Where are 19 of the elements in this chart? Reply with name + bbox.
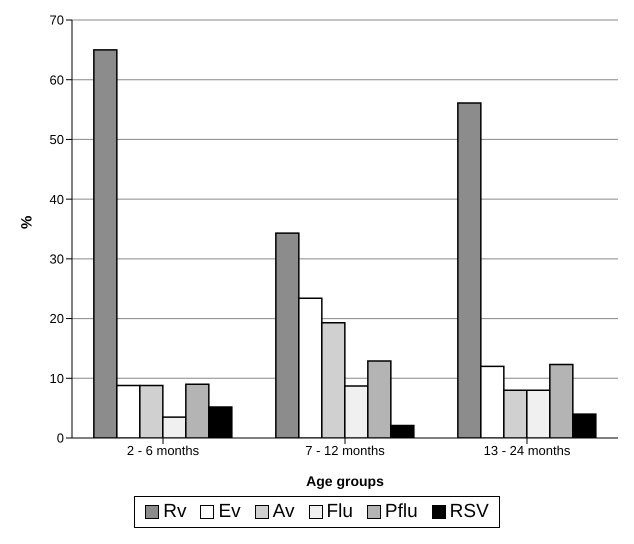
- y-tick-label: 40: [50, 192, 64, 207]
- y-tick-label: 50: [50, 132, 64, 148]
- legend-label: RSV: [450, 501, 489, 523]
- y-tick-label: 30: [50, 251, 64, 266]
- y-tick-label: 10: [50, 370, 64, 386]
- legend-label: Rv: [163, 501, 186, 523]
- x-tick-label: 7 - 12 months: [305, 443, 386, 458]
- legend-label: Ev: [218, 501, 241, 523]
- legend-label: Av: [272, 501, 295, 523]
- x-axis-title: Age groups: [306, 473, 384, 489]
- y-tick-label: 0: [56, 430, 64, 446]
- x-tick-label: 13 - 24 months: [484, 443, 571, 458]
- y-tick-label: 70: [50, 12, 64, 28]
- legend-label: Flu: [326, 501, 353, 523]
- legend-label: Pflu: [384, 501, 418, 523]
- y-tick-label: 20: [50, 311, 64, 326]
- y-tick-label: 60: [50, 72, 64, 88]
- y-axis-title: %: [18, 216, 36, 229]
- x-tick-label: 2 - 6 months: [126, 443, 200, 458]
